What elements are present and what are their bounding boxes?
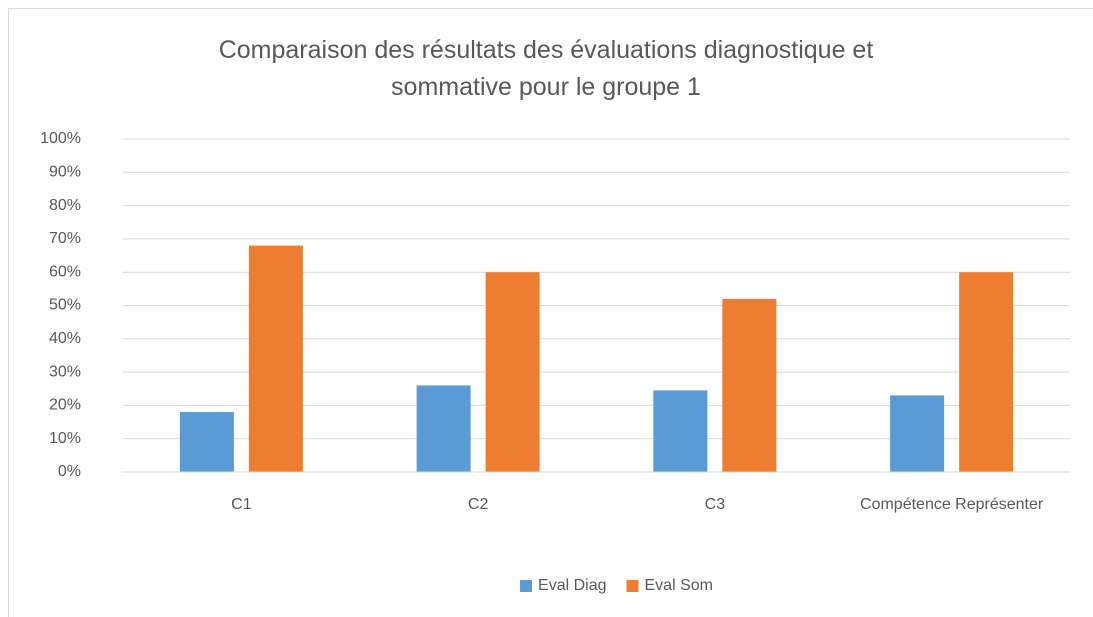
bar	[653, 390, 708, 472]
y-tick-label: 40%	[49, 330, 81, 347]
x-tick-label: Compétence Représenter	[860, 496, 1044, 513]
bar	[179, 412, 234, 472]
y-tick-label: 100%	[40, 130, 81, 147]
bar	[890, 395, 945, 472]
y-tick-label: 80%	[49, 197, 81, 214]
y-tick-label: 70%	[49, 230, 81, 247]
y-tick-label: 20%	[49, 397, 81, 414]
y-tick-label: 30%	[49, 363, 81, 380]
y-tick-label: 10%	[49, 430, 81, 447]
chart-border	[8, 8, 1093, 617]
legend-label: Eval Diag	[538, 577, 606, 594]
bar	[722, 298, 777, 472]
y-tick-label: 0%	[58, 463, 81, 480]
chart-title: Comparaison des résultats des évaluation…	[218, 36, 874, 101]
x-tick-label: C1	[231, 496, 252, 513]
x-tick-label: C2	[467, 496, 489, 513]
legend-label: Eval Som	[645, 577, 713, 594]
bar	[959, 272, 1014, 472]
legend-swatch	[520, 580, 533, 592]
bar	[248, 245, 303, 472]
x-tick-label: C3	[704, 496, 726, 513]
bar	[416, 385, 471, 472]
y-tick-label: 60%	[49, 263, 81, 280]
bar	[485, 272, 540, 472]
legend-swatch	[626, 580, 639, 592]
y-tick-label: 50%	[49, 297, 81, 314]
y-tick-label: 90%	[49, 164, 81, 181]
